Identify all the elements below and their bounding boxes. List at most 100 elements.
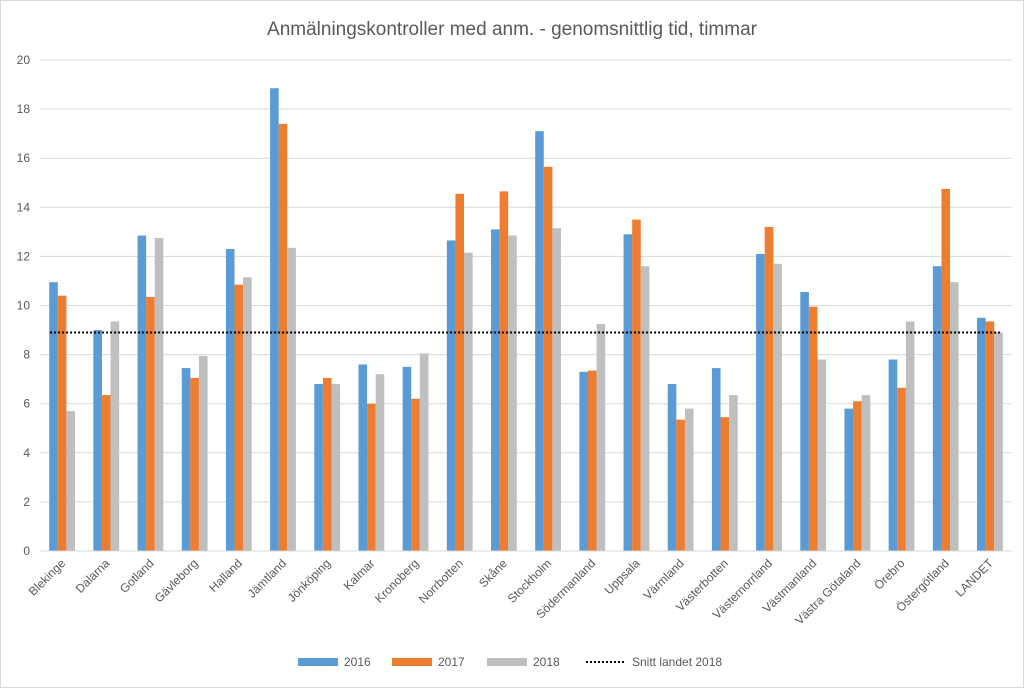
bar-2016-8 [402,366,412,551]
x-tick-label: Jönköping [285,556,334,605]
bar-2017-5 [278,123,288,551]
bar-2018-1 [110,321,120,551]
bar-2017-0 [57,295,67,551]
y-tick-label: 20 [17,53,31,67]
bar-2018-6 [331,384,341,551]
bar-2018-21 [994,332,1003,551]
legend-swatch-2017 [392,658,432,666]
x-tick-label: Gotland [117,556,157,596]
bar-2016-17 [800,291,809,551]
y-tick-label: 14 [17,200,31,214]
y-tick-label: 16 [17,151,31,165]
bar-2018-8 [419,353,429,551]
bar-2018-10 [508,235,517,551]
bar-2018-4 [243,277,252,551]
bar-2016-13 [623,234,633,551]
legend-label-2016: 2016 [344,655,371,669]
bar-2018-16 [773,263,782,551]
bar-2016-11 [535,131,544,551]
bar-2016-16 [756,253,765,551]
x-tick-label: Jämtland [245,556,289,600]
bar-2016-6 [314,384,323,551]
y-tick-label: 4 [23,446,30,460]
bar-2017-7 [367,403,376,551]
y-tick-label: 18 [17,102,31,116]
bars [49,88,1003,552]
chart-title: Anmälningskontroller med anm. - genomsni… [267,19,758,40]
bar-2017-17 [808,306,818,551]
bar-2016-20 [932,266,942,551]
bar-2017-20 [941,188,951,551]
bar-2016-3 [181,368,191,551]
y-axis-ticks: 0 2 4 6 8 10 12 14 16 18 20 [17,53,31,558]
x-tick-label: Gävleborg [152,556,201,605]
y-tick-label: 2 [23,495,30,509]
bar-2016-4 [225,249,235,551]
legend-label-2018: 2018 [533,655,560,669]
y-tick-label: 0 [23,544,30,558]
x-tick-label: Norrbotten [416,556,466,606]
x-tick-label: Örebro [871,556,908,593]
bar-2017-18 [853,401,862,551]
bar-2016-10 [491,229,500,551]
legend-label-2017: 2017 [438,655,465,669]
y-tick-label: 10 [17,299,31,313]
bar-2016-19 [888,359,898,551]
bar-2017-21 [985,321,995,551]
bar-2017-12 [587,370,597,551]
bar-2017-4 [234,284,244,551]
bar-2017-16 [764,226,774,551]
bar-2017-11 [543,166,553,552]
bar-2018-14 [684,408,694,551]
legend-swatch-2016 [298,658,338,666]
bar-2016-2 [137,235,147,551]
bar-2017-9 [455,193,465,552]
bar-2018-12 [596,323,606,551]
x-tick-label: Kronoberg [372,556,422,606]
bar-2018-5 [287,247,296,551]
bar-2018-11 [552,228,561,552]
bar-2018-2 [154,237,164,552]
x-tick-label: Uppsala [602,556,643,597]
bar-2016-18 [844,408,854,551]
bar-2016-9 [446,240,456,551]
bar-2018-15 [729,395,738,551]
bar-2018-3 [198,355,208,551]
bar-2018-19 [905,321,915,551]
legend: 2016 2017 2018 Snitt landet 2018 [298,655,722,669]
bar-2017-14 [676,419,685,551]
x-tick-label: Värmland [641,556,687,602]
bar-2016-21 [977,317,986,551]
bar-2016-15 [711,368,721,551]
bar-2018-9 [464,252,473,551]
bar-2016-1 [93,330,102,551]
bar-2018-18 [861,395,871,551]
bar-2017-19 [897,387,906,551]
bar-2017-1 [101,395,111,551]
legend-label-reference: Snitt landet 2018 [632,655,722,669]
bar-2017-2 [146,296,155,551]
bar-2016-5 [270,88,279,552]
x-tick-label: Skåne [476,556,510,590]
bar-2018-20 [950,282,959,551]
legend-swatch-2018 [487,658,527,666]
x-tick-label: Halland [206,556,245,595]
bar-2017-13 [632,219,641,551]
bar-2017-15 [720,417,730,551]
x-tick-label: Blekinge [26,556,69,599]
y-tick-label: 8 [23,348,30,362]
x-tick-label: LANDET [953,556,997,600]
bar-2018-7 [375,374,385,551]
bar-2017-10 [499,191,509,551]
bar-2017-3 [190,377,199,551]
bar-2016-0 [49,282,58,551]
bar-2016-12 [579,371,588,551]
y-tick-label: 6 [23,397,30,411]
bar-2018-13 [640,266,650,551]
bar-2018-0 [66,411,75,551]
y-tick-label: 12 [17,249,31,263]
bar-2018-17 [817,359,827,551]
bar-2016-14 [667,384,677,551]
